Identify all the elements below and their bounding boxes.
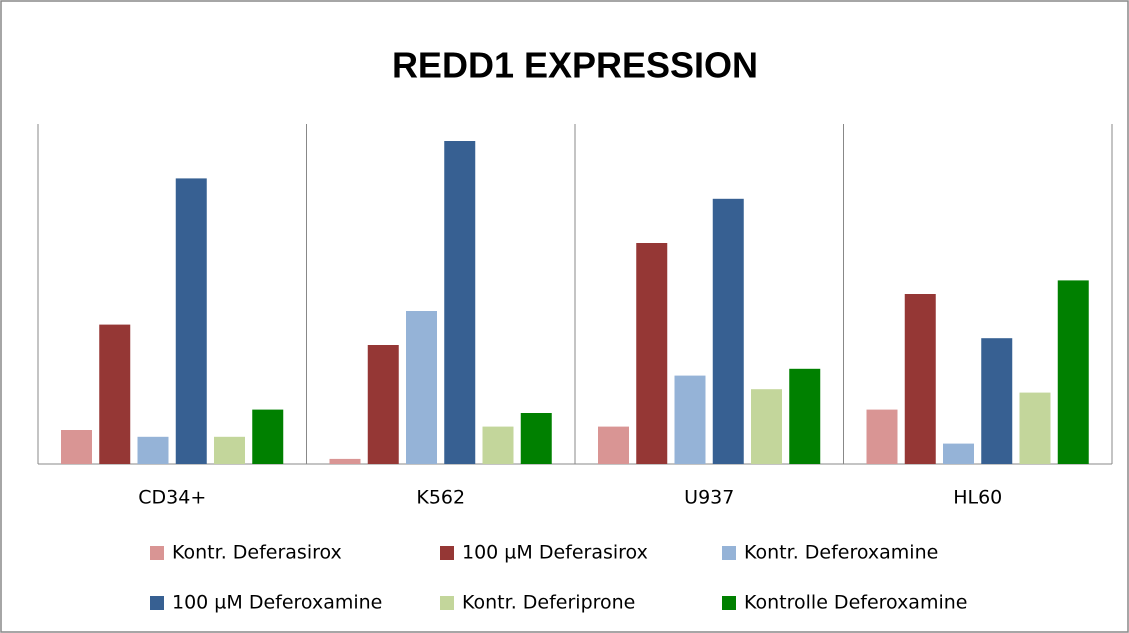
bar xyxy=(1019,392,1051,464)
x-tick-label: U937 xyxy=(684,487,734,509)
bar xyxy=(406,311,437,464)
bar xyxy=(482,426,514,464)
x-tick-label: CD34+ xyxy=(138,487,206,509)
x-tick-label: HL60 xyxy=(953,487,1002,509)
legend-label: 100 µM Deferasirox xyxy=(462,542,648,564)
legend-label: Kontr. Deferasirox xyxy=(172,542,342,564)
bar xyxy=(943,443,974,464)
legend-swatch xyxy=(150,596,164,610)
bar xyxy=(789,368,821,464)
chart-title: REDD1 EXPRESSION xyxy=(392,45,758,86)
bar xyxy=(674,375,706,464)
bar xyxy=(137,436,169,464)
bar xyxy=(598,426,629,464)
bar xyxy=(1057,280,1089,464)
legend-label: 100 µM Deferoxamine xyxy=(172,592,382,614)
bar xyxy=(367,345,399,464)
bar xyxy=(252,409,284,464)
legend-swatch xyxy=(440,546,454,560)
bar xyxy=(61,430,92,464)
bar xyxy=(520,413,552,464)
bar xyxy=(904,294,936,464)
bar xyxy=(329,458,361,464)
legend-swatch xyxy=(722,546,736,560)
bar xyxy=(981,338,1013,464)
bar xyxy=(214,436,245,464)
bar xyxy=(751,389,782,464)
x-tick-label: K562 xyxy=(416,487,465,509)
bar xyxy=(712,198,744,465)
bar xyxy=(444,141,476,464)
legend-swatch xyxy=(150,546,164,560)
bar xyxy=(99,324,131,464)
bar xyxy=(636,243,668,464)
legend-swatch xyxy=(440,596,454,610)
bar xyxy=(175,178,207,464)
legend-label: Kontr. Deferiprone xyxy=(462,592,635,614)
legend-label: Kontr. Deferoxamine xyxy=(744,542,938,564)
legend-label: Kontrolle Deferoxamine xyxy=(744,592,967,614)
bar xyxy=(866,409,898,464)
legend-swatch xyxy=(722,596,736,610)
